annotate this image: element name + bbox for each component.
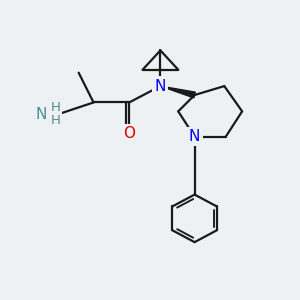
Text: N: N (155, 79, 166, 94)
Text: N: N (36, 107, 47, 122)
Text: O: O (123, 126, 135, 141)
Polygon shape (160, 86, 195, 98)
Text: H: H (50, 101, 60, 114)
Text: H: H (50, 114, 60, 128)
Text: N: N (189, 129, 200, 144)
